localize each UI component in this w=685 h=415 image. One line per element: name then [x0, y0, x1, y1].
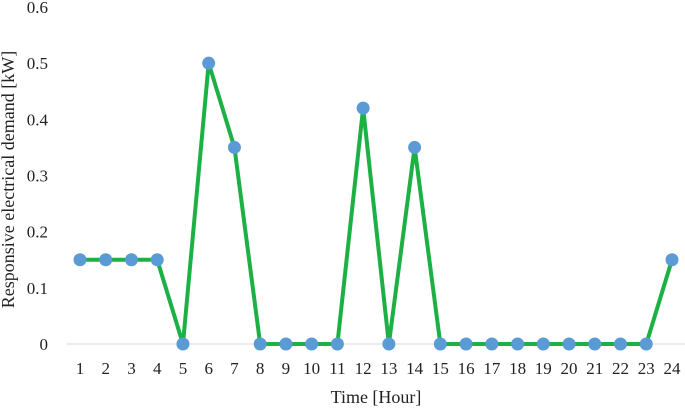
series-layer	[73, 56, 679, 351]
x-tick-label: 21	[586, 359, 603, 378]
data-point	[433, 337, 447, 351]
y-tick-label: 0.6	[27, 0, 48, 17]
y-tick-label: 0	[40, 335, 49, 354]
x-tick-label: 2	[101, 359, 110, 378]
x-tick-label: 16	[458, 359, 475, 378]
y-tick-label: 0.2	[27, 223, 48, 242]
data-point	[588, 337, 602, 351]
x-tick-label: 13	[380, 359, 397, 378]
data-point	[356, 101, 370, 115]
x-tick-label: 1	[76, 359, 85, 378]
data-point	[202, 56, 216, 70]
data-point	[227, 140, 241, 154]
x-tick-label: 23	[638, 359, 655, 378]
data-point	[253, 337, 267, 351]
y-axis-ticks: 0 0.1 0.2 0.3 0.4 0.5 0.6	[27, 0, 49, 354]
data-point	[639, 337, 653, 351]
x-tick-label: 18	[509, 359, 526, 378]
x-tick-label: 10	[303, 359, 320, 378]
data-point	[408, 140, 422, 154]
y-tick-label: 0.3	[27, 167, 48, 186]
data-point	[562, 337, 576, 351]
data-point	[73, 253, 87, 267]
data-point	[330, 337, 344, 351]
y-tick-label: 0.4	[27, 110, 49, 129]
x-tick-label: 9	[282, 359, 291, 378]
series-line	[78, 61, 674, 346]
x-tick-label: 24	[664, 359, 682, 378]
y-tick-label: 0.1	[27, 279, 48, 298]
data-point	[459, 337, 473, 351]
x-tick-label: 6	[204, 359, 213, 378]
x-axis-title: Time [Hour]	[331, 387, 422, 407]
x-tick-label: 5	[179, 359, 188, 378]
x-tick-label: 19	[535, 359, 552, 378]
x-tick-label: 15	[432, 359, 449, 378]
data-point	[150, 253, 164, 267]
y-tick-label: 0.5	[27, 54, 48, 73]
data-point	[176, 337, 190, 351]
data-point	[382, 337, 396, 351]
x-tick-label: 11	[329, 359, 345, 378]
x-tick-label: 8	[256, 359, 265, 378]
x-tick-label: 14	[406, 359, 424, 378]
data-point	[665, 253, 679, 267]
x-axis-ticks: 1 2 3 4 5 6 7 8 9 10 11 12 13 14 15 16 17 18 19 20 21 22 23 24	[76, 359, 681, 378]
x-tick-label: 3	[127, 359, 136, 378]
data-point	[485, 337, 499, 351]
x-tick-label: 12	[355, 359, 372, 378]
x-tick-label: 20	[561, 359, 578, 378]
x-tick-label: 7	[230, 359, 239, 378]
data-point	[614, 337, 628, 351]
data-point	[536, 337, 550, 351]
data-point	[279, 337, 293, 351]
data-point	[99, 253, 113, 267]
data-point	[511, 337, 525, 351]
data-point	[305, 337, 319, 351]
data-point	[124, 253, 138, 267]
y-axis-title: Responsive electrical demand [kW]	[0, 51, 18, 308]
x-tick-label: 22	[612, 359, 629, 378]
x-tick-label: 17	[483, 359, 501, 378]
x-tick-label: 4	[153, 359, 162, 378]
